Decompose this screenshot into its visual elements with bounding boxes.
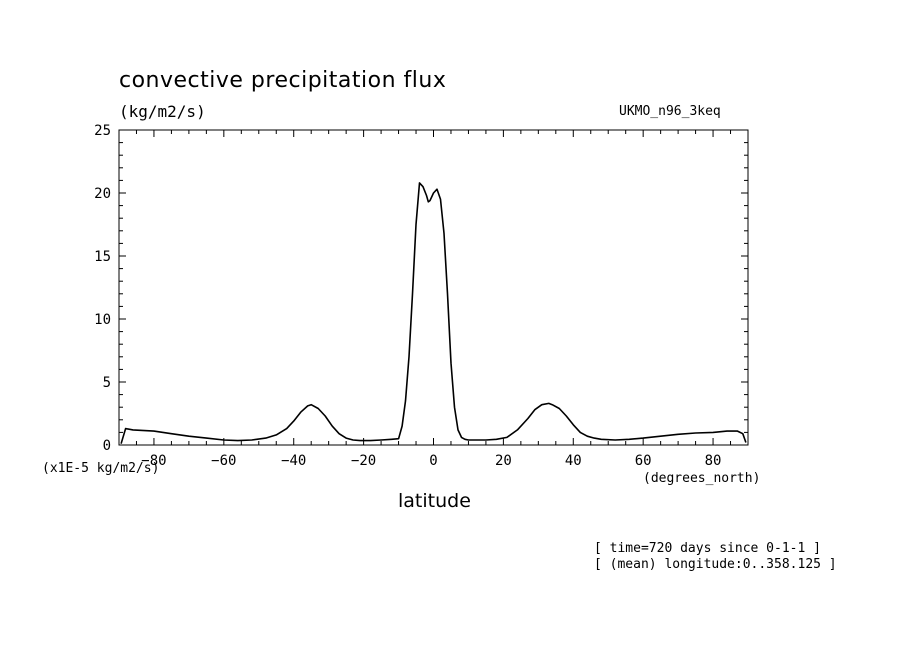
longitude-info: [ (mean) longitude:0..358.125 ] [594, 557, 837, 572]
y-scale-note: (x1E-5 kg/m2/s) [42, 461, 160, 476]
axis-ticks [118, 129, 749, 446]
x-tick-label: 40 [565, 453, 582, 469]
dataset-label: UKMO_n96_3keq [619, 104, 721, 119]
axis-tick-labels: −80 −60 −40 −20 0 20 40 60 80 0 5 10 15 20 25 [94, 123, 721, 469]
y-tick-label: 25 [94, 123, 111, 139]
x-tick-label: −60 [211, 453, 236, 469]
plot-frame [118, 129, 749, 446]
y-tick-label: 20 [94, 186, 111, 202]
x-axis-label: latitude [398, 490, 471, 512]
series-line [120, 182, 747, 444]
time-info: [ time=720 days since 0-1-1 ] [594, 541, 821, 556]
chart-title: convective precipitation flux [119, 68, 447, 93]
chart-units: (kg/m2/s) [119, 102, 206, 121]
x-axis-units: (degrees_north) [643, 471, 761, 486]
x-tick-label: −80 [141, 453, 166, 469]
y-tick-label: 0 [103, 438, 111, 454]
x-tick-label: 60 [635, 453, 652, 469]
y-tick-label: 15 [94, 249, 111, 265]
x-tick-label: 20 [495, 453, 512, 469]
x-tick-label: 0 [429, 453, 437, 469]
x-tick-label: 80 [705, 453, 722, 469]
x-tick-label: −20 [351, 453, 376, 469]
y-tick-label: 5 [103, 375, 111, 391]
y-tick-label: 10 [94, 312, 111, 328]
x-tick-label: −40 [281, 453, 306, 469]
